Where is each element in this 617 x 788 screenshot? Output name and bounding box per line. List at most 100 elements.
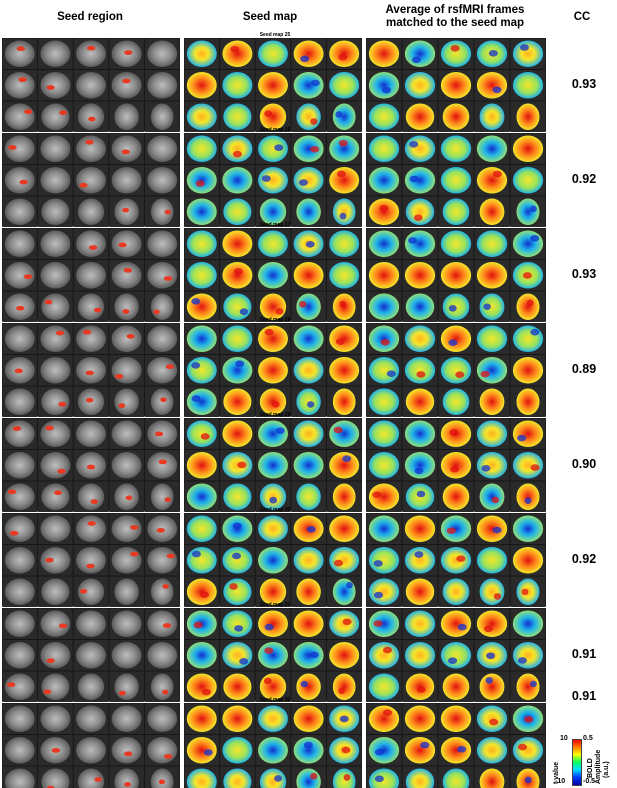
brain-slice — [405, 768, 435, 788]
activation-blob — [492, 170, 502, 178]
brain-slice — [476, 135, 508, 162]
seed-highlight — [90, 499, 99, 505]
brain-slice — [368, 388, 400, 415]
brain-slice — [186, 40, 217, 67]
seed-highlight — [43, 689, 52, 695]
brain-slice — [76, 325, 106, 352]
seed-highlight — [156, 527, 165, 533]
activation-blob — [193, 621, 203, 629]
brain-slice — [512, 72, 544, 99]
brain-slice — [476, 262, 508, 289]
activation-blob — [529, 680, 537, 688]
activation-blob — [274, 775, 283, 782]
brain-slice — [404, 262, 436, 289]
brain-slice — [4, 452, 35, 479]
brain-slice — [111, 167, 142, 194]
activation-blob — [416, 490, 426, 498]
brain-slice — [293, 547, 324, 574]
brain-slice — [4, 262, 35, 289]
activation-blob — [237, 461, 247, 469]
brain-slice — [223, 293, 252, 320]
activation-blob — [264, 647, 274, 654]
brain-slice — [258, 420, 288, 447]
activation-blob — [336, 170, 346, 178]
brain-slice — [258, 452, 288, 479]
brain-slice — [442, 388, 470, 415]
seed-highlight — [51, 748, 61, 753]
seed-highlight — [54, 490, 62, 496]
brain-slice — [368, 325, 400, 352]
brain-slice — [223, 103, 252, 130]
brain-slice — [40, 230, 71, 257]
brain-slice — [296, 293, 321, 320]
activation-blob — [529, 205, 537, 213]
seed-highlight — [118, 403, 126, 409]
activation-blob — [483, 625, 493, 633]
brain-slice — [222, 357, 253, 384]
brain-slice — [186, 72, 217, 99]
brain-slice — [368, 40, 400, 67]
brain-slice — [329, 40, 360, 67]
brain-slice — [150, 483, 174, 510]
brain-slice — [293, 705, 324, 732]
activation-blob — [191, 362, 201, 369]
brain-slice — [4, 103, 35, 130]
activation-blob — [232, 522, 242, 530]
brain-slice — [512, 610, 544, 637]
brain-slice — [4, 673, 35, 700]
brain-slice — [77, 483, 105, 510]
brain-slice — [223, 768, 252, 788]
brain-slice — [329, 135, 360, 162]
brain-slice — [512, 357, 544, 384]
brain-slice — [404, 325, 436, 352]
activation-blob — [333, 426, 343, 434]
brain-slice — [516, 673, 540, 700]
brain-slice — [258, 167, 288, 194]
seed-map-label: Seed map 26 — [259, 127, 291, 133]
seed-highlight — [16, 46, 26, 52]
brain-slice — [186, 103, 217, 130]
activation-blob — [200, 591, 209, 598]
seed-highlight — [8, 145, 17, 150]
seed-highlight — [160, 397, 167, 403]
seed-highlight — [124, 782, 131, 787]
seed-highlight — [23, 274, 33, 280]
activation-blob — [414, 551, 424, 558]
brain-slice — [296, 578, 321, 605]
brain-slice — [111, 737, 142, 764]
activation-blob — [232, 552, 242, 560]
activation-blob — [195, 180, 205, 187]
brain-slice — [293, 40, 324, 67]
brain-slice — [368, 483, 400, 510]
brain-slice — [77, 768, 105, 788]
brain-slice — [404, 515, 436, 542]
brain-slice — [150, 768, 174, 788]
activation-blob — [489, 718, 499, 726]
brain-slice — [442, 673, 470, 700]
brain-slice — [368, 198, 400, 225]
brain-slice — [368, 167, 400, 194]
brain-slice — [329, 642, 360, 669]
brain-slice — [512, 737, 544, 764]
brain-slice — [222, 262, 253, 289]
seed-highlight — [123, 267, 132, 273]
brain-slice — [76, 72, 106, 99]
seed-map-label: Seed map 25 — [259, 32, 291, 38]
brain-slice — [479, 578, 505, 605]
activation-blob — [492, 86, 502, 94]
brain-slice — [258, 547, 288, 574]
seed-highlight — [88, 116, 96, 122]
activation-blob — [300, 680, 308, 688]
brain-slice — [368, 768, 400, 788]
brain-slice — [4, 72, 35, 99]
brain-slice — [147, 357, 178, 384]
brain-slice — [4, 325, 35, 352]
amplitude-axis-label: Amplitude — [595, 749, 602, 784]
brain-slice — [258, 737, 288, 764]
seed-highlight — [57, 468, 66, 474]
brain-slice — [479, 768, 505, 788]
brain-slice — [476, 452, 508, 479]
activation-blob — [374, 775, 384, 783]
seed-highlight — [58, 401, 67, 407]
brain-slice — [186, 673, 217, 700]
